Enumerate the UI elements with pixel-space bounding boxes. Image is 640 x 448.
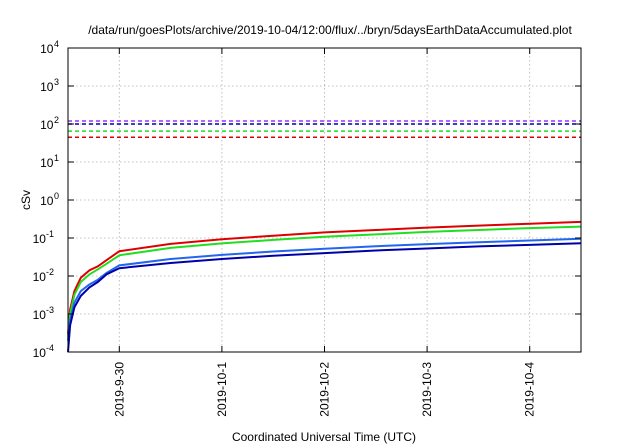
- y-tick-label: 104: [40, 39, 59, 56]
- series-line: [67, 242, 582, 353]
- y-tick-label: 103: [40, 77, 59, 94]
- y-tick-exponent: -4: [46, 343, 54, 353]
- y-tick-exponent: 3: [54, 77, 59, 87]
- x-tick-label: 2019-10-1: [215, 362, 229, 417]
- y-tick-exponent: -3: [46, 305, 54, 315]
- y-tick-exponent: 1: [54, 153, 59, 163]
- x-tick-label: 2019-10-3: [420, 362, 434, 417]
- series-line: [67, 220, 582, 334]
- y-tick-exponent: 2: [54, 115, 59, 125]
- y-tick-label: 10-2: [33, 267, 54, 284]
- x-axis-label: Coordinated Universal Time (UTC): [232, 430, 416, 444]
- y-tick-label: 102: [40, 115, 59, 132]
- ticks: 10-410-310-210-11001011021031042019-9-30…: [33, 39, 581, 417]
- y-tick-exponent: -2: [46, 267, 54, 277]
- grid: [68, 48, 581, 352]
- x-tick-label: 2019-10-2: [318, 362, 332, 417]
- y-tick-label: 10-1: [33, 229, 54, 246]
- series-layer: [67, 120, 582, 353]
- y-tick-exponent: -1: [46, 229, 54, 239]
- y-tick-exponent: 0: [54, 191, 59, 201]
- y-tick-label: 101: [40, 153, 59, 170]
- y-tick-exponent: 4: [54, 39, 59, 49]
- y-tick-label: 10-4: [33, 343, 54, 360]
- x-tick-label: 2019-9-30: [112, 362, 126, 417]
- y-axis-label: cSv: [19, 190, 33, 210]
- series-line: [67, 237, 582, 341]
- x-tick-label: 2019-10-4: [523, 362, 537, 417]
- y-tick-label: 10-3: [33, 305, 54, 322]
- chart-title: /data/run/goesPlots/archive/2019-10-04/1…: [88, 23, 572, 37]
- series-line: [67, 225, 582, 337]
- y-tick-label: 100: [40, 191, 59, 208]
